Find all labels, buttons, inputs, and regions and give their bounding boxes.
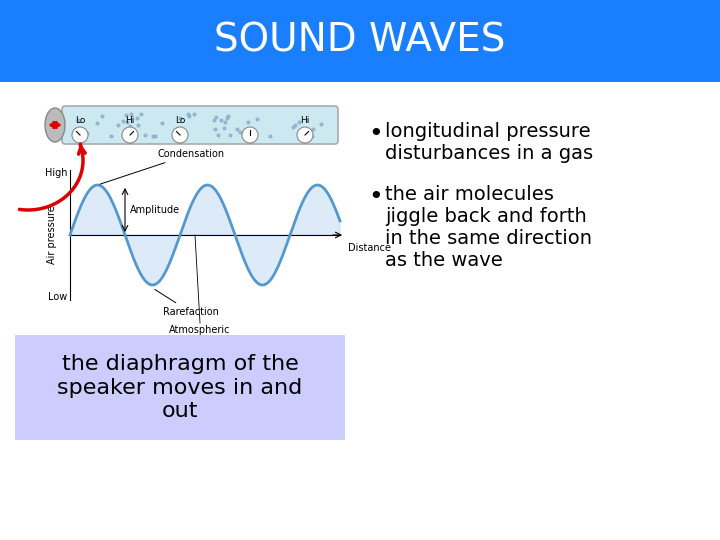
FancyBboxPatch shape bbox=[0, 0, 720, 82]
Text: Low: Low bbox=[48, 292, 67, 302]
FancyBboxPatch shape bbox=[62, 106, 338, 144]
Text: in the same direction: in the same direction bbox=[385, 229, 592, 248]
Circle shape bbox=[122, 127, 138, 143]
Text: Rarefaction: Rarefaction bbox=[155, 289, 218, 317]
Text: jiggle back and forth: jiggle back and forth bbox=[385, 207, 587, 226]
Text: the diaphragm of the
speaker moves in and
out: the diaphragm of the speaker moves in an… bbox=[58, 354, 302, 421]
Circle shape bbox=[242, 127, 258, 143]
Text: High: High bbox=[45, 168, 67, 178]
Text: Hi: Hi bbox=[125, 116, 135, 125]
Circle shape bbox=[72, 127, 88, 143]
Text: SOUND WAVES: SOUND WAVES bbox=[215, 22, 505, 60]
Text: •: • bbox=[368, 122, 383, 146]
Text: Lo: Lo bbox=[175, 116, 185, 125]
Text: longitudinal pressure: longitudinal pressure bbox=[385, 122, 590, 141]
Text: Air pressure: Air pressure bbox=[47, 206, 57, 265]
Text: •: • bbox=[368, 185, 383, 209]
Text: Amplitude: Amplitude bbox=[130, 205, 180, 215]
Text: the air molecules: the air molecules bbox=[385, 185, 554, 204]
FancyBboxPatch shape bbox=[15, 335, 345, 440]
Text: as the wave: as the wave bbox=[385, 251, 503, 270]
Ellipse shape bbox=[45, 108, 65, 142]
Text: Distance: Distance bbox=[348, 243, 391, 253]
Circle shape bbox=[172, 127, 188, 143]
Text: disturbances in a gas: disturbances in a gas bbox=[385, 144, 593, 163]
Circle shape bbox=[297, 127, 313, 143]
Text: Lo: Lo bbox=[75, 116, 85, 125]
Text: Hi: Hi bbox=[300, 116, 310, 125]
Text: Condensation: Condensation bbox=[100, 149, 225, 184]
Text: Atmospheric
pressure: Atmospheric pressure bbox=[169, 325, 230, 347]
